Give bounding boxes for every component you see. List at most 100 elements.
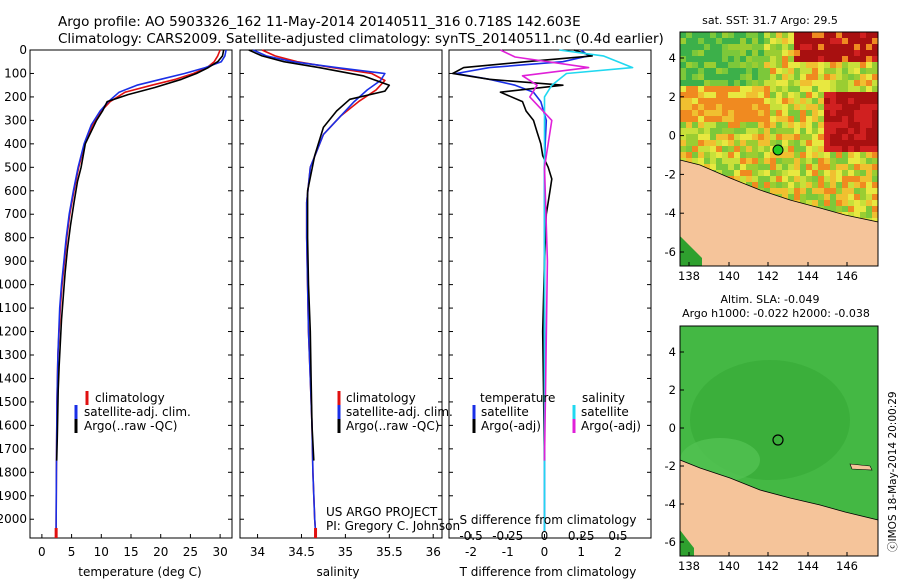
- sst-cell: [746, 134, 752, 140]
- sst-cell: [776, 104, 782, 110]
- sst-cell: [764, 62, 770, 68]
- sst-cell: [824, 92, 830, 98]
- sst-cell: [812, 32, 818, 38]
- sst-cell: [788, 104, 794, 110]
- sst-cell: [800, 110, 806, 116]
- sst-cell: [686, 56, 692, 62]
- sst-cell: [752, 128, 758, 134]
- sst-cell: [734, 152, 740, 158]
- sst-cell: [872, 44, 878, 50]
- sla-y-ticks: 4 2 0 -2 -4 -6: [665, 345, 684, 549]
- sst-cell: [764, 32, 770, 38]
- sst-cell: [812, 80, 818, 86]
- sst-cell: [866, 68, 872, 74]
- sst-cell: [836, 80, 842, 86]
- depth-tick-label: 1900: [0, 489, 27, 503]
- sst-cell: [740, 146, 746, 152]
- sst-cell: [854, 110, 860, 116]
- sst-cell: [752, 104, 758, 110]
- x-tick-label: 34: [250, 545, 265, 559]
- sst-cell: [770, 122, 776, 128]
- sst-cell: [860, 80, 866, 86]
- sst-cell: [872, 32, 878, 38]
- sst-cell: [722, 86, 728, 92]
- sst-cell: [782, 128, 788, 134]
- sst-cell: [710, 44, 716, 50]
- sst-cell: [764, 86, 770, 92]
- sst-cell: [728, 122, 734, 128]
- sst-cell: [686, 80, 692, 86]
- sst-cell: [818, 134, 824, 140]
- sst-cell: [716, 122, 722, 128]
- sst-cell: [866, 146, 872, 152]
- sst-cell: [866, 212, 872, 218]
- sst-cell: [806, 104, 812, 110]
- sst-map-title: sat. SST: 31.7 Argo: 29.5: [702, 14, 838, 27]
- sst-cell: [806, 38, 812, 44]
- sst-cell: [824, 74, 830, 80]
- sst-cell: [812, 44, 818, 50]
- x-tick-label: 20: [153, 545, 168, 559]
- sst-cell: [824, 200, 830, 206]
- sst-cell: [710, 50, 716, 56]
- sst-cell: [782, 104, 788, 110]
- sst-cell: [806, 128, 812, 134]
- sst-cell: [770, 92, 776, 98]
- sst-cell: [752, 110, 758, 116]
- sst-cell: [770, 188, 776, 194]
- sst-cell: [752, 98, 758, 104]
- sst-cell: [722, 68, 728, 74]
- sst-cell: [812, 56, 818, 62]
- sst-cell: [800, 80, 806, 86]
- sst-cell: [860, 92, 866, 98]
- sst-cell: [746, 92, 752, 98]
- sst-cell: [866, 86, 872, 92]
- depth-tick-label: 300: [4, 113, 27, 127]
- profile-lines: [54, 49, 634, 538]
- sst-cell: [782, 188, 788, 194]
- sst-cell: [734, 158, 740, 164]
- sst-cell: [818, 140, 824, 146]
- sst-cell: [680, 50, 686, 56]
- sst-cell: [830, 116, 836, 122]
- sst-cell: [692, 62, 698, 68]
- sst-cell: [740, 104, 746, 110]
- sst-cell: [800, 74, 806, 80]
- sst-cell: [764, 68, 770, 74]
- temperature-x-axis: 0 5 10 15 20 25 30: [38, 534, 228, 559]
- sst-cell: [704, 62, 710, 68]
- sst-cell: [710, 98, 716, 104]
- sst-cell: [818, 74, 824, 80]
- sst-cell: [764, 50, 770, 56]
- sst-cell: [854, 194, 860, 200]
- sst-cell: [854, 104, 860, 110]
- sst-cell: [722, 56, 728, 62]
- sst-cell: [722, 50, 728, 56]
- sst-cell: [728, 80, 734, 86]
- sst-cell: [770, 164, 776, 170]
- sst-cell: [692, 104, 698, 110]
- sst-cell: [806, 62, 812, 68]
- sst-cell: [716, 50, 722, 56]
- sst-cell: [776, 74, 782, 80]
- sst-cell: [812, 158, 818, 164]
- sst-cell: [860, 182, 866, 188]
- difference-panel-frame: [448, 49, 652, 539]
- sst-cell: [758, 116, 764, 122]
- sst-cell: [812, 38, 818, 44]
- sst-cell: [860, 158, 866, 164]
- sst-cell: [854, 188, 860, 194]
- sst-cell: [842, 206, 848, 212]
- sst-cell: [776, 92, 782, 98]
- sst-cell: [758, 176, 764, 182]
- sst-cell: [836, 44, 842, 50]
- sst-cell: [728, 50, 734, 56]
- sst-cell: [848, 32, 854, 38]
- sst-cell: [866, 80, 872, 86]
- s-difference-x-axis: -0.5 -0.25 0 0.25 0.5: [459, 529, 627, 543]
- sst-cell: [752, 74, 758, 80]
- salinity-satellite-line: [252, 49, 386, 532]
- sst-cell: [770, 158, 776, 164]
- sst-cell: [830, 86, 836, 92]
- sst-cell: [830, 134, 836, 140]
